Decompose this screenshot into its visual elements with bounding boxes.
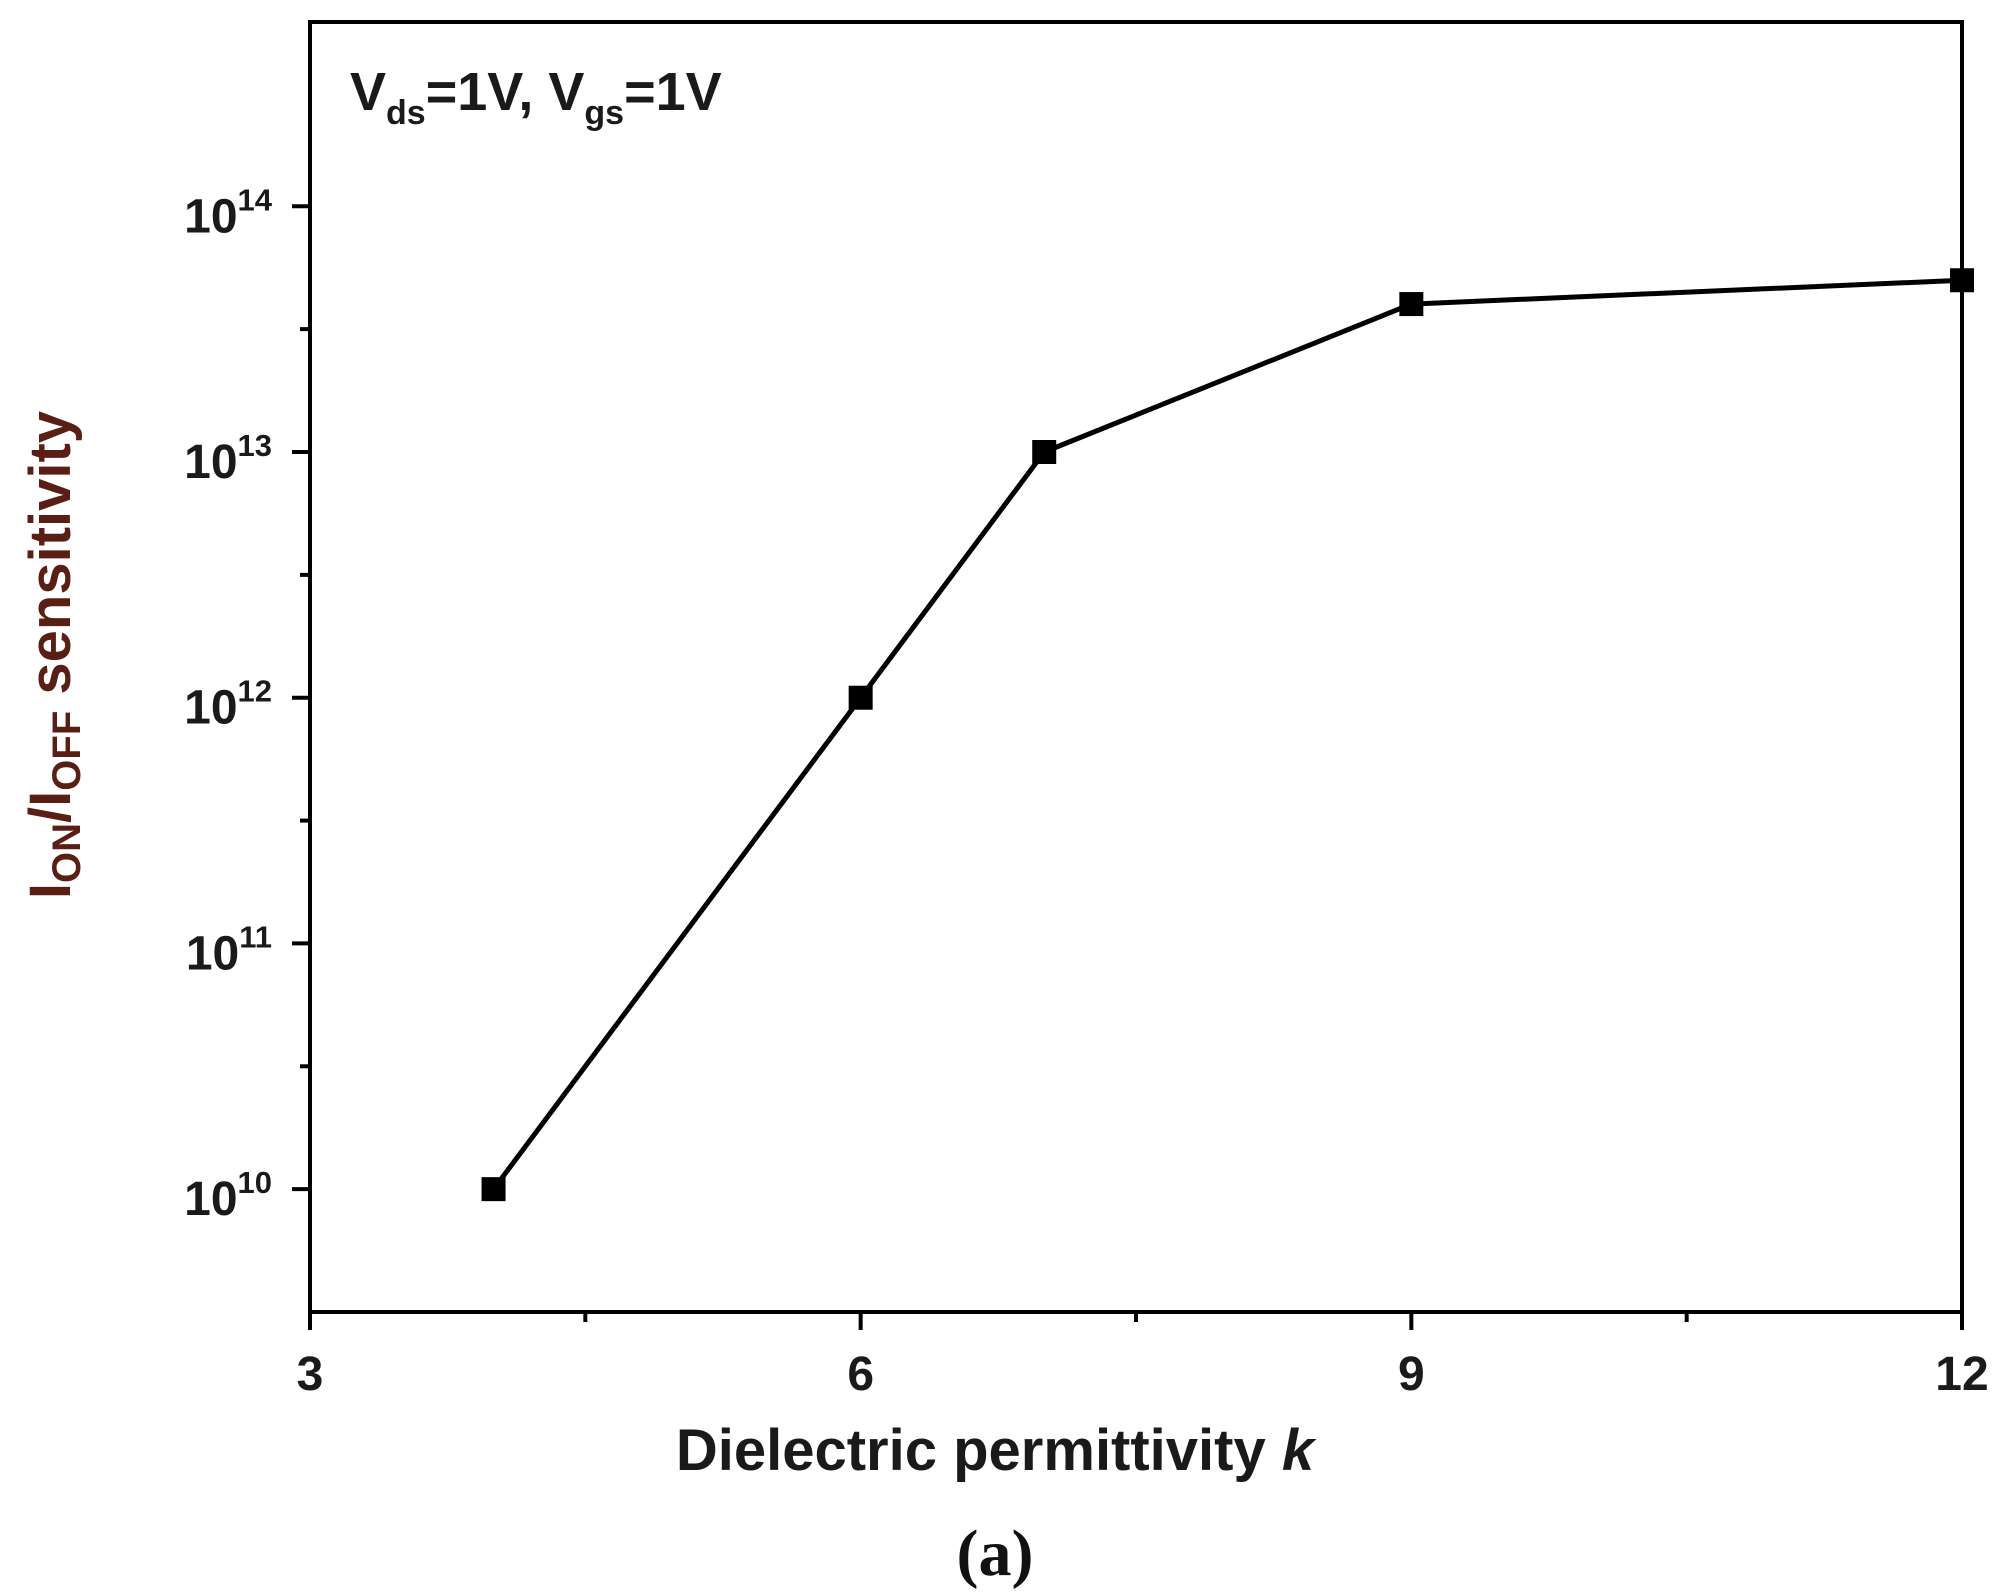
annotation-sub-gs: gs: [584, 94, 624, 132]
y-axis-title-i1: I: [18, 883, 83, 899]
y-tick-base: 10: [186, 927, 239, 980]
y-tick-label: 1013: [184, 428, 272, 489]
y-tick-base: 10: [184, 436, 237, 489]
data-point-marker: [481, 1177, 506, 1202]
y-tick-exponent: 14: [238, 182, 273, 217]
data-point-marker: [1950, 268, 1974, 293]
x-axis-ticks: 3 6 9 12: [297, 1312, 1989, 1401]
y-tick-exponent: 10: [238, 1165, 272, 1200]
annotation-eq2: =1V: [624, 62, 722, 122]
y-tick-label: 1014: [184, 182, 273, 243]
y-tick-exponent: 12: [238, 674, 272, 709]
x-tick-label: 12: [1935, 1348, 1988, 1401]
y-axis-title-off: OFF: [45, 711, 89, 791]
y-tick-base: 10: [184, 682, 237, 735]
x-tick-label: 3: [297, 1348, 324, 1401]
series-line: [491, 277, 1963, 1191]
y-axis-title-slash: /I: [18, 791, 83, 823]
x-axis-title-var: k: [1282, 1418, 1317, 1483]
data-point-marker: [1032, 440, 1057, 464]
y-tick-label: 1010: [184, 1165, 272, 1226]
plot-frame: [308, 20, 1964, 1314]
annotation-sub-ds: ds: [386, 94, 426, 132]
x-axis-title: Dielectric permittivity k: [676, 1418, 1317, 1483]
y-tick-label: 1012: [184, 674, 272, 735]
y-tick-exponent: 13: [238, 428, 272, 463]
y-axis-title-on: ON: [45, 823, 89, 883]
figure-caption: (a): [957, 1517, 1034, 1590]
y-tick-base: 10: [184, 190, 237, 243]
x-axis-title-text: Dielectric permittivity: [676, 1418, 1282, 1483]
data-point-marker: [1399, 292, 1424, 317]
y-tick-label: 1011: [186, 919, 272, 980]
y-tick-base: 10: [184, 1173, 237, 1226]
series-markers: [481, 268, 1974, 1202]
annotation-v1: V: [350, 62, 386, 122]
condition-annotation: Vds=1V, Vgs=1V: [350, 62, 722, 132]
y-axis-title: ION/IOFF sensitivity: [18, 411, 89, 899]
x-tick-label: 6: [847, 1348, 874, 1401]
x-tick-label: 9: [1398, 1348, 1425, 1401]
annotation-eq1: =1V, V: [426, 62, 585, 122]
y-axis-title-rest: sensitivity: [18, 411, 83, 711]
data-point-marker: [848, 685, 873, 710]
y-tick-exponent: 11: [239, 919, 272, 954]
